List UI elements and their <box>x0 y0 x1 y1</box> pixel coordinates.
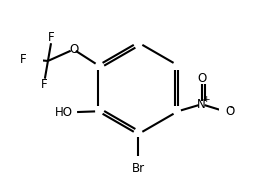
Text: O: O <box>69 43 78 56</box>
Text: F: F <box>41 78 48 91</box>
Text: O: O <box>197 72 206 85</box>
Text: F: F <box>20 53 26 66</box>
Text: Br: Br <box>132 162 145 175</box>
Text: N: N <box>197 98 206 111</box>
Text: +: + <box>202 95 210 104</box>
Text: O: O <box>226 105 235 118</box>
Text: -: - <box>230 102 233 112</box>
Text: F: F <box>48 31 55 44</box>
Text: HO: HO <box>55 106 73 119</box>
